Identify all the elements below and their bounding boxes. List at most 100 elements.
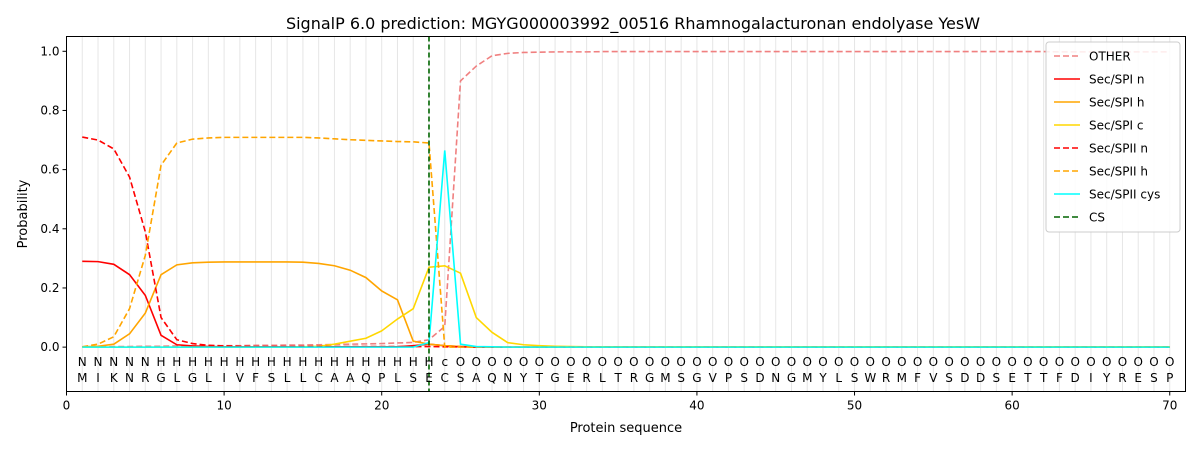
x-tick-label: 70	[1162, 399, 1177, 413]
region-label: O	[629, 355, 638, 369]
region-label: O	[755, 355, 764, 369]
grid-lines	[81, 36, 1171, 392]
residue-label: S	[1150, 371, 1158, 385]
residue-label: R	[882, 371, 890, 385]
region-label: H	[204, 355, 213, 369]
region-label: H	[298, 355, 307, 369]
y-tick-label: 0.6	[40, 163, 59, 177]
series-line-4	[82, 136, 1170, 348]
series-line-1	[82, 260, 1170, 348]
series-line-5	[82, 136, 1170, 348]
region-label: O	[1102, 355, 1111, 369]
region-label: O	[976, 355, 985, 369]
residue-label: V	[929, 371, 938, 385]
legend-label: Sec/SPI n	[1089, 73, 1144, 87]
region-label: O	[881, 355, 890, 369]
residue-label: A	[330, 371, 339, 385]
region-label: H	[251, 355, 260, 369]
residue-label: M	[77, 371, 87, 385]
x-tick-label: 10	[216, 399, 231, 413]
region-label: H	[377, 355, 386, 369]
region-label: O	[866, 355, 875, 369]
x-tick-label: 60	[1004, 399, 1019, 413]
sequence-track: NMNINKNNNRHGHLHGHLHIHVHFHSHLHLHCHAHAHQHP…	[77, 355, 1174, 385]
region-label: O	[1055, 355, 1064, 369]
region-label: H	[314, 355, 323, 369]
region-label: O	[1023, 355, 1032, 369]
y-tick-label: 0.0	[40, 340, 59, 354]
series-line-0	[82, 50, 1170, 348]
region-label: O	[613, 355, 622, 369]
residue-label: S	[851, 371, 859, 385]
residue-label: G	[188, 371, 197, 385]
region-label: O	[724, 355, 733, 369]
plot-frame	[66, 36, 1186, 392]
region-label: H	[409, 355, 418, 369]
y-tick-label: 0.2	[40, 281, 59, 295]
residue-label: L	[835, 371, 842, 385]
region-label: O	[913, 355, 922, 369]
series-line-2	[82, 261, 1170, 348]
residue-label: S	[409, 371, 417, 385]
residue-label: I	[1089, 371, 1093, 385]
residue-label: T	[1023, 371, 1032, 385]
y-axis-label: Probability	[16, 179, 31, 248]
residue-label: M	[660, 371, 670, 385]
residue-label: C	[441, 371, 449, 385]
residue-label: D	[755, 371, 764, 385]
region-label: O	[708, 355, 717, 369]
residue-label: N	[503, 371, 512, 385]
residue-label: D	[960, 371, 969, 385]
region-label: O	[456, 355, 465, 369]
region-label: H	[346, 355, 355, 369]
residue-label: V	[709, 371, 718, 385]
region-label: H	[393, 355, 402, 369]
legend-label: CS	[1089, 211, 1105, 225]
residue-label: L	[300, 371, 307, 385]
x-tick-label: 30	[532, 399, 547, 413]
region-label: O	[676, 355, 685, 369]
residue-label: S	[945, 371, 953, 385]
residue-label: R	[630, 371, 638, 385]
region-label: O	[1039, 355, 1048, 369]
x-tick-label: 20	[374, 399, 389, 413]
region-label: H	[330, 355, 339, 369]
region-label: O	[692, 355, 701, 369]
residue-label: L	[394, 371, 401, 385]
region-label: O	[818, 355, 827, 369]
region-label: N	[78, 355, 87, 369]
region-label: O	[503, 355, 512, 369]
region-label: O	[1133, 355, 1142, 369]
residue-label: L	[205, 371, 212, 385]
residue-label: G	[550, 371, 559, 385]
residue-label: R	[1118, 371, 1126, 385]
residue-label: D	[976, 371, 985, 385]
region-label: N	[109, 355, 118, 369]
region-label: O	[1070, 355, 1079, 369]
region-label: H	[157, 355, 166, 369]
region-label: O	[787, 355, 796, 369]
residue-label: C	[314, 371, 322, 385]
residue-label: E	[1134, 371, 1142, 385]
region-label: O	[472, 355, 481, 369]
region-label: O	[1118, 355, 1127, 369]
legend-label: Sec/SPII cys	[1089, 188, 1160, 202]
residue-label: Y	[519, 371, 528, 385]
residue-label: Y	[818, 371, 827, 385]
region-label: O	[1149, 355, 1158, 369]
region-label: O	[582, 355, 591, 369]
y-tick-label: 0.8	[40, 103, 59, 117]
axes: 0 10 20 30 40 50 60 70 0.0 0.2 0.4 0.6 0.8 1.0	[40, 44, 1177, 412]
residue-label: D	[1071, 371, 1080, 385]
residue-label: W	[864, 371, 876, 385]
residue-label: L	[599, 371, 606, 385]
region-label: O	[598, 355, 607, 369]
region-label: O	[944, 355, 953, 369]
residue-label: V	[236, 371, 245, 385]
legend: OTHER Sec/SPI n Sec/SPI h Sec/SPI c Sec/SPII…	[1045, 41, 1181, 233]
region-label: H	[172, 355, 181, 369]
residue-label: I	[222, 371, 226, 385]
region-label: O	[739, 355, 748, 369]
region-label: H	[361, 355, 370, 369]
residue-label: P	[378, 371, 385, 385]
